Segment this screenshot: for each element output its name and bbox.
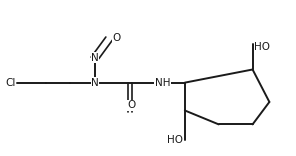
Text: N: N [91,78,99,88]
Text: Cl: Cl [5,78,15,88]
Text: HO: HO [254,42,270,52]
Text: NH: NH [155,78,170,88]
Text: O: O [128,100,136,110]
Text: HO: HO [167,135,183,145]
Text: N: N [91,53,99,63]
Text: O: O [113,33,121,43]
